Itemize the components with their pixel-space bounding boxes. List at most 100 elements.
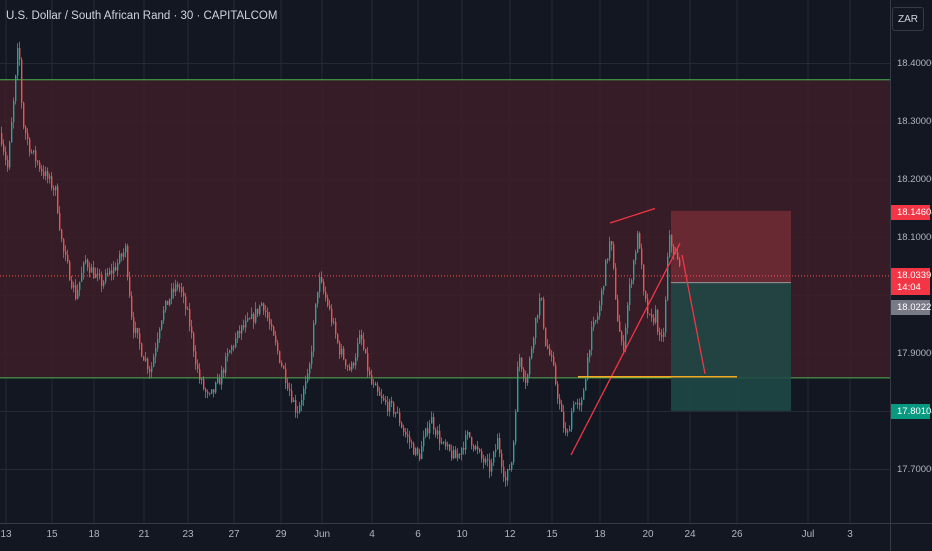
candle-body <box>603 285 605 291</box>
candle-body <box>541 297 543 300</box>
candle <box>3 139 5 156</box>
candle <box>177 281 179 291</box>
candle-body <box>543 299 545 328</box>
candle <box>587 353 589 381</box>
candle-body <box>667 256 669 300</box>
candle-body <box>497 438 499 450</box>
candle <box>197 359 199 373</box>
candle <box>429 419 431 440</box>
candle <box>277 339 279 355</box>
candle-body <box>563 411 565 428</box>
candle <box>235 332 237 349</box>
candle-body <box>347 365 349 367</box>
candle <box>215 381 217 394</box>
candle <box>113 261 115 280</box>
candle-body <box>179 287 181 289</box>
candle-body <box>423 436 425 447</box>
candle <box>81 266 83 282</box>
candle <box>563 405 565 433</box>
candle <box>409 430 411 450</box>
candle-body <box>353 363 355 366</box>
candle-body <box>117 263 119 271</box>
currency-button[interactable]: ZAR <box>892 7 924 31</box>
candle-body <box>587 357 589 380</box>
candle <box>425 427 427 439</box>
candle <box>289 382 291 397</box>
candle <box>377 381 379 396</box>
candle <box>219 374 221 385</box>
candle-body <box>499 438 501 454</box>
price-tick-label: 18.40000 <box>897 57 932 69</box>
candle <box>79 281 81 297</box>
candle <box>35 145 37 168</box>
time-axis[interactable] <box>0 523 890 551</box>
candle <box>537 314 539 323</box>
candle-body <box>77 290 79 299</box>
candle <box>57 183 59 215</box>
candle-body <box>661 335 663 337</box>
candle <box>195 345 197 370</box>
candle <box>375 381 377 386</box>
candle-body <box>421 446 423 460</box>
candle <box>661 329 663 342</box>
candle <box>415 447 417 457</box>
candle-body <box>635 252 637 261</box>
candle-body <box>223 369 225 373</box>
candle-body <box>411 442 413 444</box>
candle-body <box>519 357 521 368</box>
candle-body <box>349 366 351 371</box>
price-axis[interactable] <box>890 0 932 523</box>
candle-body <box>471 437 473 446</box>
candle-body <box>189 309 191 327</box>
candle <box>439 424 441 451</box>
candle <box>569 425 571 432</box>
candle <box>303 385 305 407</box>
candle <box>357 337 359 361</box>
candle-body <box>463 448 465 450</box>
candle <box>261 301 263 307</box>
candle-body <box>9 142 11 168</box>
candle-body <box>65 251 67 255</box>
candle <box>345 358 347 369</box>
candle-body <box>475 446 477 450</box>
candle <box>617 294 619 322</box>
candle-body <box>269 318 271 325</box>
candle-body <box>229 350 231 353</box>
candle-body <box>651 314 653 318</box>
candle-body <box>607 258 609 261</box>
candle <box>559 393 561 410</box>
candle-body <box>577 402 579 404</box>
candle <box>371 369 373 386</box>
candle-body <box>409 436 411 443</box>
candle-body <box>467 432 469 436</box>
candle <box>605 258 607 287</box>
candle <box>567 428 569 437</box>
candle-body <box>113 267 115 274</box>
candle <box>101 271 103 293</box>
candle-body <box>417 448 419 454</box>
candle-body <box>593 321 595 328</box>
candle <box>487 454 489 467</box>
candle <box>207 389 209 399</box>
candle-body <box>551 354 553 357</box>
candle <box>139 328 141 350</box>
candle <box>611 240 613 251</box>
candle <box>179 283 181 293</box>
candle-body <box>361 334 363 340</box>
candle-body <box>403 427 405 432</box>
candle <box>247 312 249 323</box>
candle <box>447 441 449 451</box>
candle <box>621 330 623 346</box>
candle-body <box>323 282 325 292</box>
candle-body <box>37 161 39 163</box>
candle <box>527 373 529 386</box>
candle-body <box>187 309 189 311</box>
candle-body <box>399 412 401 424</box>
candle <box>297 405 299 419</box>
candle <box>267 307 269 322</box>
candle-body <box>127 245 129 277</box>
candle-body <box>567 431 569 433</box>
candle <box>287 377 289 392</box>
candle-body <box>89 267 91 273</box>
